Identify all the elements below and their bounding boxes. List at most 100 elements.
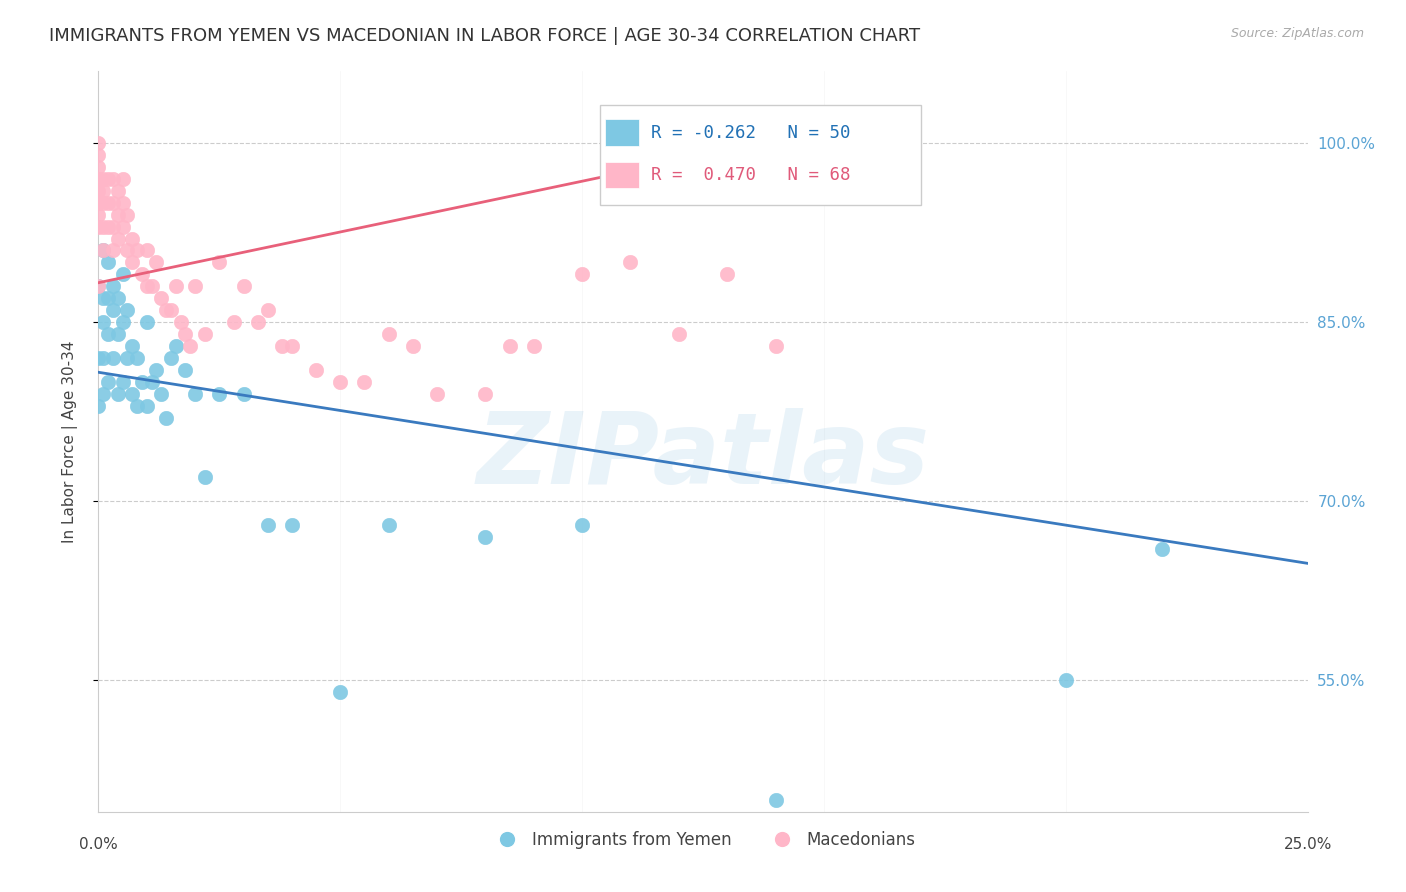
Point [87,208,110,222]
Point [281,339,304,353]
Point [117,208,139,222]
Point [91,219,114,234]
Point [155,410,177,425]
Point [121,339,143,353]
Point [107,327,129,342]
Point [353,375,375,389]
Point [135,315,157,329]
Point [117,244,139,258]
Point [523,339,546,353]
Text: ZIPatlas: ZIPatlas [477,408,929,505]
Point [765,793,787,807]
Point [97,171,120,186]
Point [174,327,197,342]
Point [765,339,787,353]
Point [97,195,120,210]
Point [91,244,114,258]
Point [91,351,114,365]
Point [87,160,110,174]
Point [111,375,134,389]
Point [87,195,110,210]
Point [87,171,110,186]
Point [121,231,143,245]
Point [101,351,124,365]
Point [111,268,134,282]
Point [117,351,139,365]
Point [87,351,110,365]
Point [127,351,149,365]
Text: 25.0%: 25.0% [1284,837,1331,852]
Point [101,171,124,186]
Point [91,291,114,305]
Y-axis label: In Labor Force | Age 30-34: In Labor Force | Age 30-34 [62,340,77,543]
Point [107,231,129,245]
Point [174,363,197,377]
Point [101,303,124,318]
Point [160,351,183,365]
Point [127,244,149,258]
Point [141,375,163,389]
Point [91,244,114,258]
Point [145,255,167,269]
Point [160,303,183,318]
Point [131,268,153,282]
Point [97,219,120,234]
Bar [600,104,921,204]
Point [194,470,217,484]
Point [87,171,110,186]
Point [97,375,120,389]
Point [141,279,163,293]
Point [271,339,294,353]
Point [1054,673,1077,688]
Point [87,136,110,150]
Point [111,195,134,210]
Point [150,386,173,401]
Point [222,315,245,329]
Point [305,363,328,377]
Point [107,386,129,401]
Bar [605,120,638,146]
Point [474,530,496,544]
Point [87,219,110,234]
Text: Source: ZipAtlas.com: Source: ZipAtlas.com [1230,27,1364,40]
Point [97,327,120,342]
Point [87,279,110,293]
Point [426,386,449,401]
Point [131,375,153,389]
Point [256,303,278,318]
Text: IMMIGRANTS FROM YEMEN VS MACEDONIAN IN LABOR FORCE | AGE 30-34 CORRELATION CHART: IMMIGRANTS FROM YEMEN VS MACEDONIAN IN L… [49,27,921,45]
Point [208,386,231,401]
Point [127,399,149,413]
Point [474,386,496,401]
Point [571,268,593,282]
Point [135,244,157,258]
Point [107,291,129,305]
Point [121,386,143,401]
Point [87,279,110,293]
Point [716,268,738,282]
Point [281,518,304,533]
Point [87,148,110,162]
Point [208,255,231,269]
Point [87,399,110,413]
Point [232,386,254,401]
Point [232,279,254,293]
Point [91,195,114,210]
Point [179,339,201,353]
Text: R =  0.470   N = 68: R = 0.470 N = 68 [651,166,851,184]
Point [247,315,270,329]
Point [571,518,593,533]
Point [101,279,124,293]
Point [329,375,352,389]
Point [1152,541,1174,556]
Point [111,219,134,234]
Point [135,399,157,413]
Point [111,171,134,186]
Point [150,291,173,305]
Point [87,184,110,198]
Point [91,315,114,329]
Point [101,195,124,210]
Point [165,339,187,353]
Point [377,518,399,533]
Point [155,303,177,318]
